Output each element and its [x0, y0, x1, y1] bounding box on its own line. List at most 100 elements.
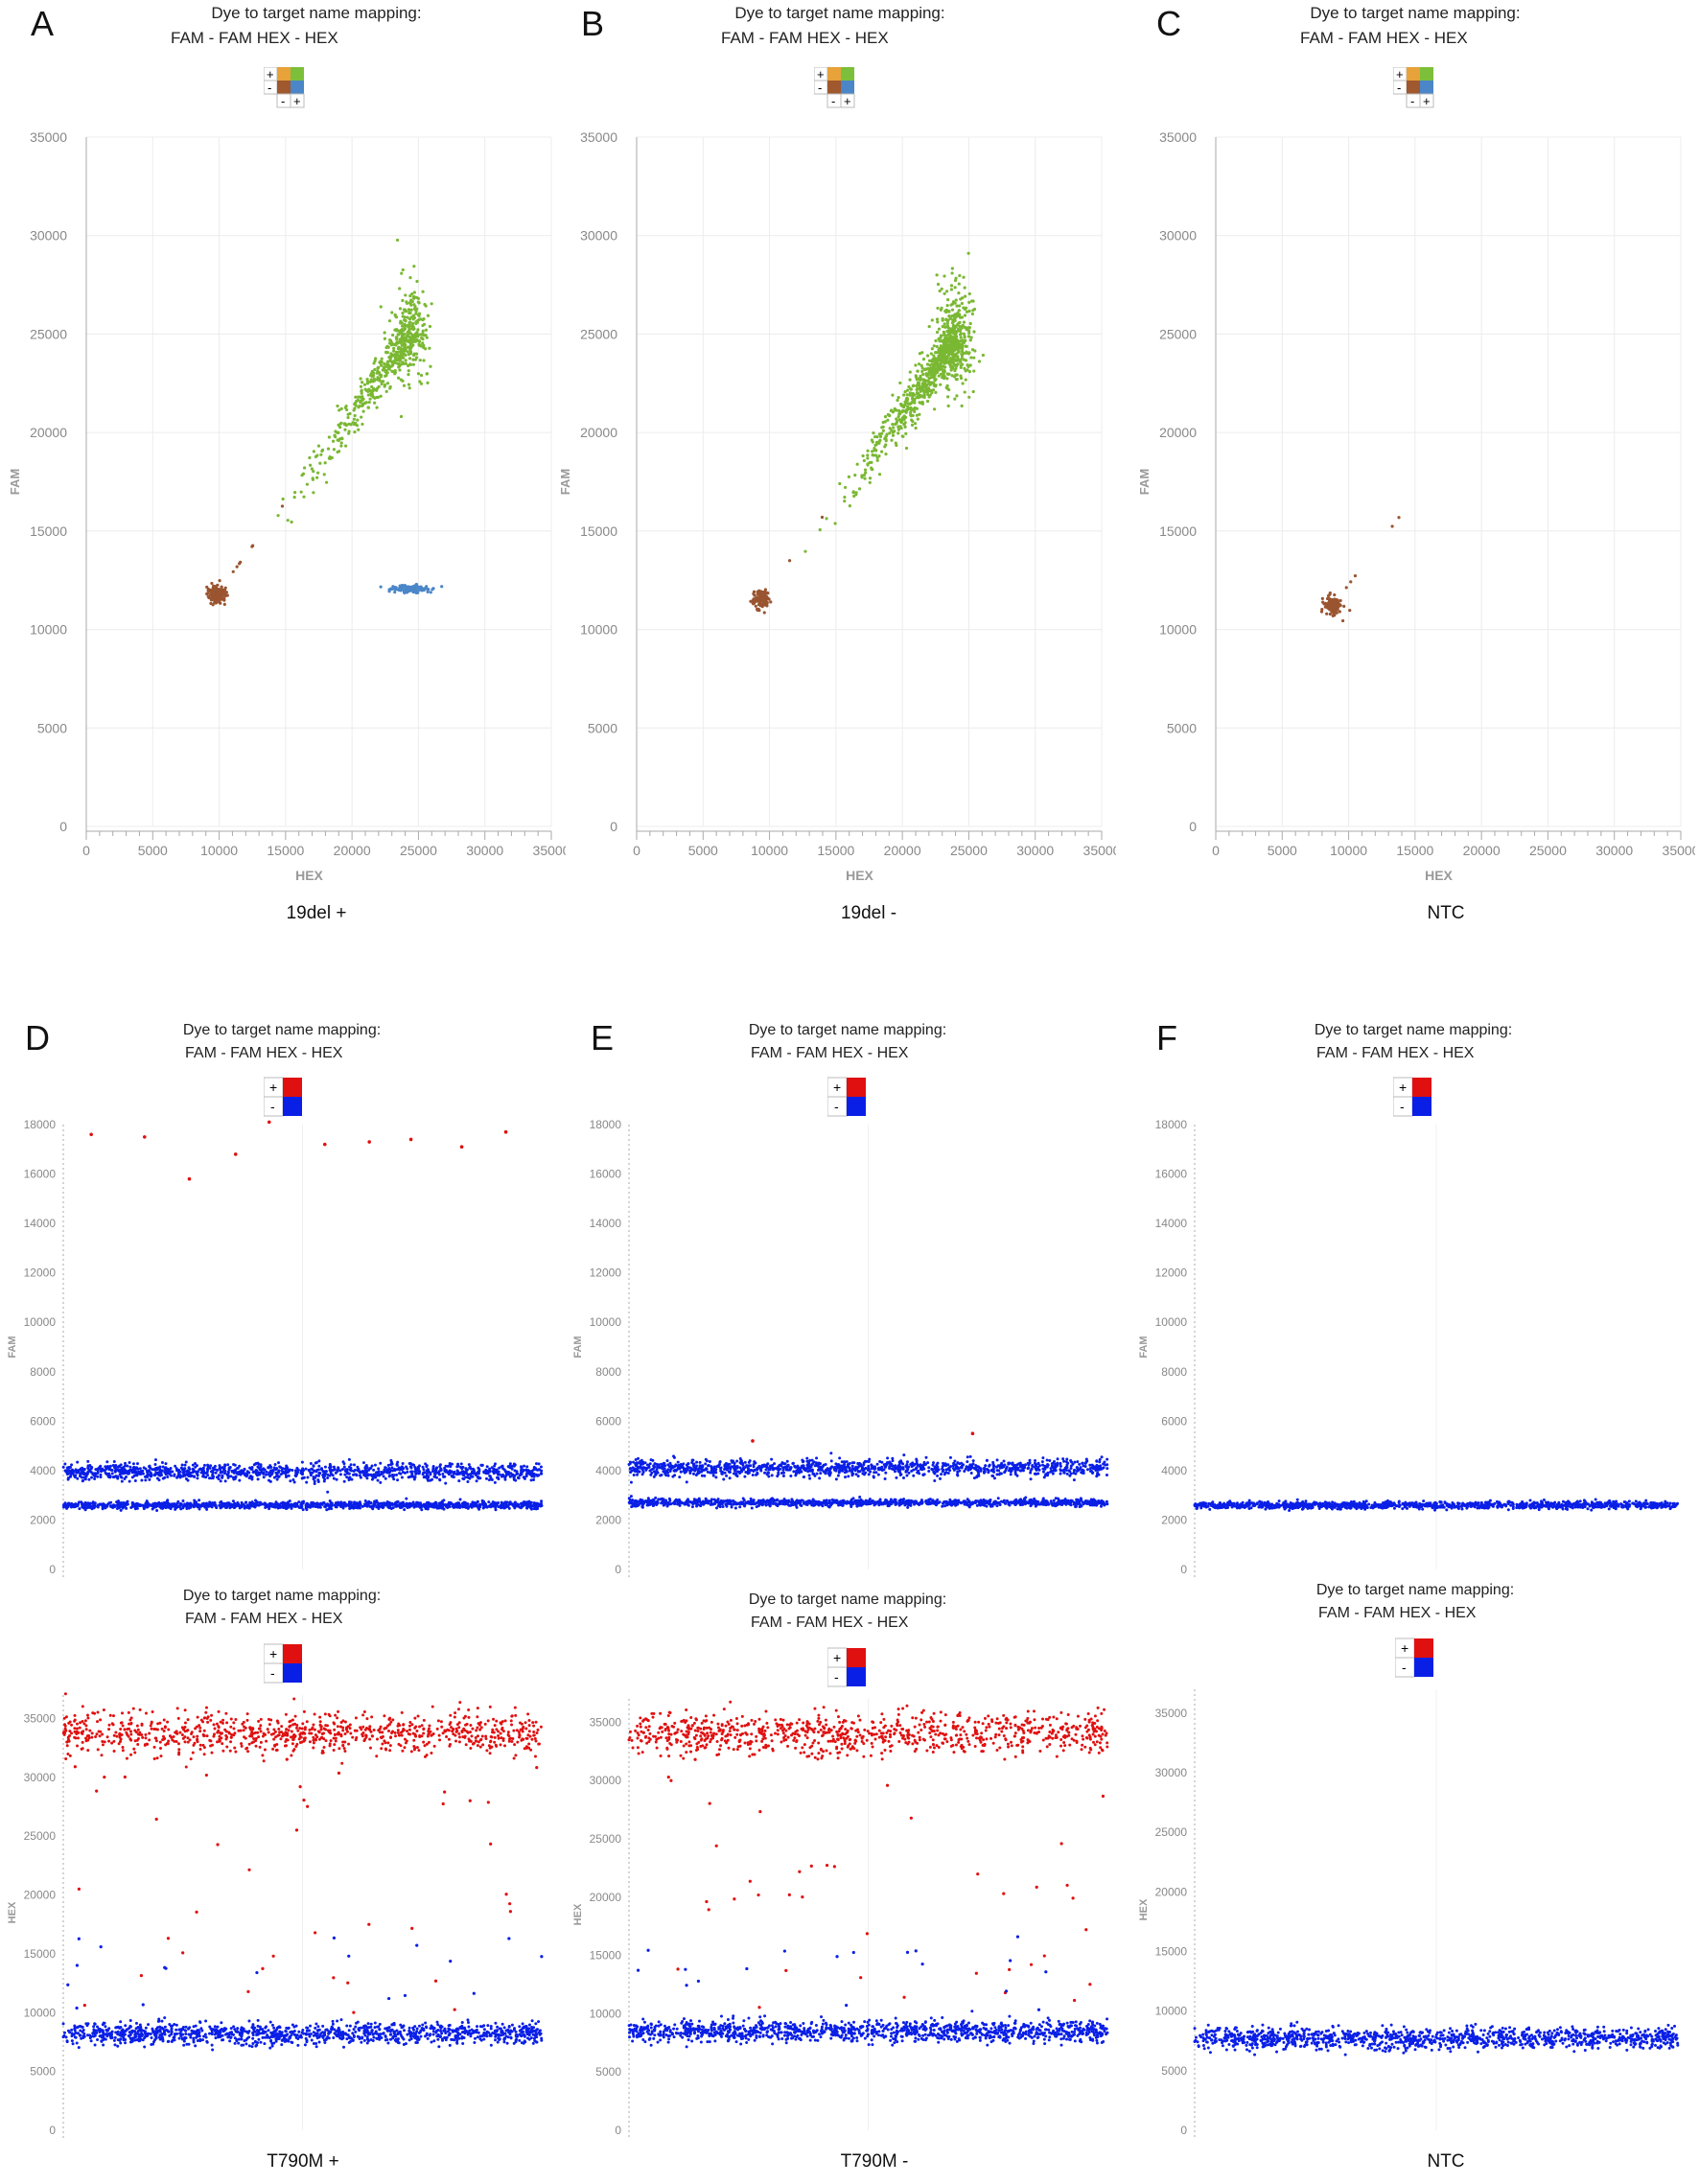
droplet-point [930, 360, 934, 363]
droplet-point [163, 1726, 167, 1730]
droplet-point [99, 1502, 103, 1506]
droplet-point [408, 332, 413, 336]
droplet-point [465, 1502, 469, 1506]
x-axis-label: HEX [846, 868, 873, 883]
droplet-point [908, 402, 912, 407]
droplet-point [287, 1502, 291, 1506]
droplet-point [418, 359, 422, 362]
droplet-point [529, 1507, 533, 1511]
droplet-point [532, 1501, 536, 1505]
droplet-point [884, 443, 888, 447]
droplet-point [492, 1717, 496, 1721]
droplet-point [351, 421, 355, 425]
droplet-point [961, 341, 965, 345]
droplet-point [413, 304, 417, 309]
droplet-point [398, 584, 402, 588]
droplet-point [305, 1480, 309, 1484]
legend-swatch [1407, 81, 1420, 94]
droplet-point [763, 592, 767, 595]
droplet-point [931, 371, 935, 375]
legend-swatch [1420, 81, 1433, 94]
droplet-point [347, 1457, 351, 1461]
droplet-point [896, 428, 901, 431]
droplet-point [155, 1509, 159, 1513]
droplet-point [361, 381, 364, 384]
droplet-point [284, 1474, 288, 1477]
droplet-point [290, 1504, 293, 1508]
droplet-point [133, 1751, 137, 1754]
droplet-point [359, 401, 362, 405]
droplet-point [218, 1464, 221, 1468]
droplet-point [367, 1468, 371, 1472]
droplet-point [951, 314, 955, 318]
droplet-point [959, 336, 963, 339]
droplet-point [133, 1505, 137, 1509]
droplet-point [377, 1507, 381, 1511]
mapping-title: Dye to target name mapping: [211, 4, 422, 22]
droplet-point [247, 1476, 251, 1480]
droplet-point [479, 1463, 483, 1467]
droplet-point [967, 395, 971, 399]
droplet-point [341, 1460, 345, 1464]
droplet-point [338, 1502, 342, 1506]
droplet-point [438, 1463, 442, 1467]
droplet-point [1334, 611, 1338, 615]
droplet-point [404, 359, 407, 362]
droplet-point [465, 1468, 469, 1472]
droplet-point [926, 388, 931, 392]
droplet-point [368, 1501, 372, 1505]
droplet-point [263, 1502, 267, 1506]
droplet-point [964, 306, 968, 310]
droplet-point [218, 592, 221, 595]
droplet-point [350, 1477, 354, 1481]
droplet-point [176, 1499, 180, 1503]
droplet-point [382, 1475, 385, 1478]
droplet-point [524, 1727, 528, 1731]
droplet-point [903, 425, 907, 429]
droplet-point [93, 1472, 97, 1475]
droplet-point [145, 1505, 149, 1509]
droplet-point [758, 602, 762, 606]
droplet-point [298, 1727, 302, 1731]
droplet-point [276, 1471, 280, 1475]
droplet-point [246, 1505, 250, 1509]
droplet-point [422, 322, 427, 326]
droplet-point [319, 453, 323, 456]
legend-swatch [283, 1644, 302, 1663]
droplet-point [496, 1473, 500, 1476]
droplet-point [372, 361, 376, 365]
droplet-point [221, 1742, 224, 1746]
droplet-point [141, 1472, 145, 1475]
droplet-point [422, 1475, 426, 1479]
droplet-point [344, 444, 348, 448]
droplet-point [277, 1475, 281, 1478]
droplet-point [787, 559, 792, 563]
droplet-point [956, 327, 961, 332]
droplet-point [910, 423, 915, 427]
droplet-point [300, 1505, 304, 1509]
droplet-point [325, 1508, 329, 1512]
droplet-point [396, 1460, 400, 1464]
droplet-point [964, 294, 967, 298]
droplet-point [952, 338, 956, 342]
droplet-point [417, 1502, 421, 1506]
droplet-point [417, 1749, 421, 1753]
droplet-point [337, 1747, 341, 1751]
droplet-point [211, 592, 215, 596]
droplet-point [291, 1468, 294, 1472]
droplet-point [352, 1469, 356, 1473]
droplet-point [952, 317, 956, 321]
droplet-point [897, 411, 901, 415]
droplet-point [769, 600, 773, 604]
droplet-point [384, 1476, 387, 1480]
droplet-point [81, 1505, 84, 1509]
droplet-point [265, 1473, 268, 1476]
droplet-point [360, 415, 363, 419]
droplet-point [305, 482, 310, 486]
y-axis-label: FAM [1137, 469, 1152, 495]
droplet-point [960, 352, 964, 356]
droplet-point [84, 1472, 88, 1475]
droplet-point [385, 360, 389, 364]
droplet-point [1319, 610, 1324, 614]
droplet-point [183, 1463, 187, 1467]
